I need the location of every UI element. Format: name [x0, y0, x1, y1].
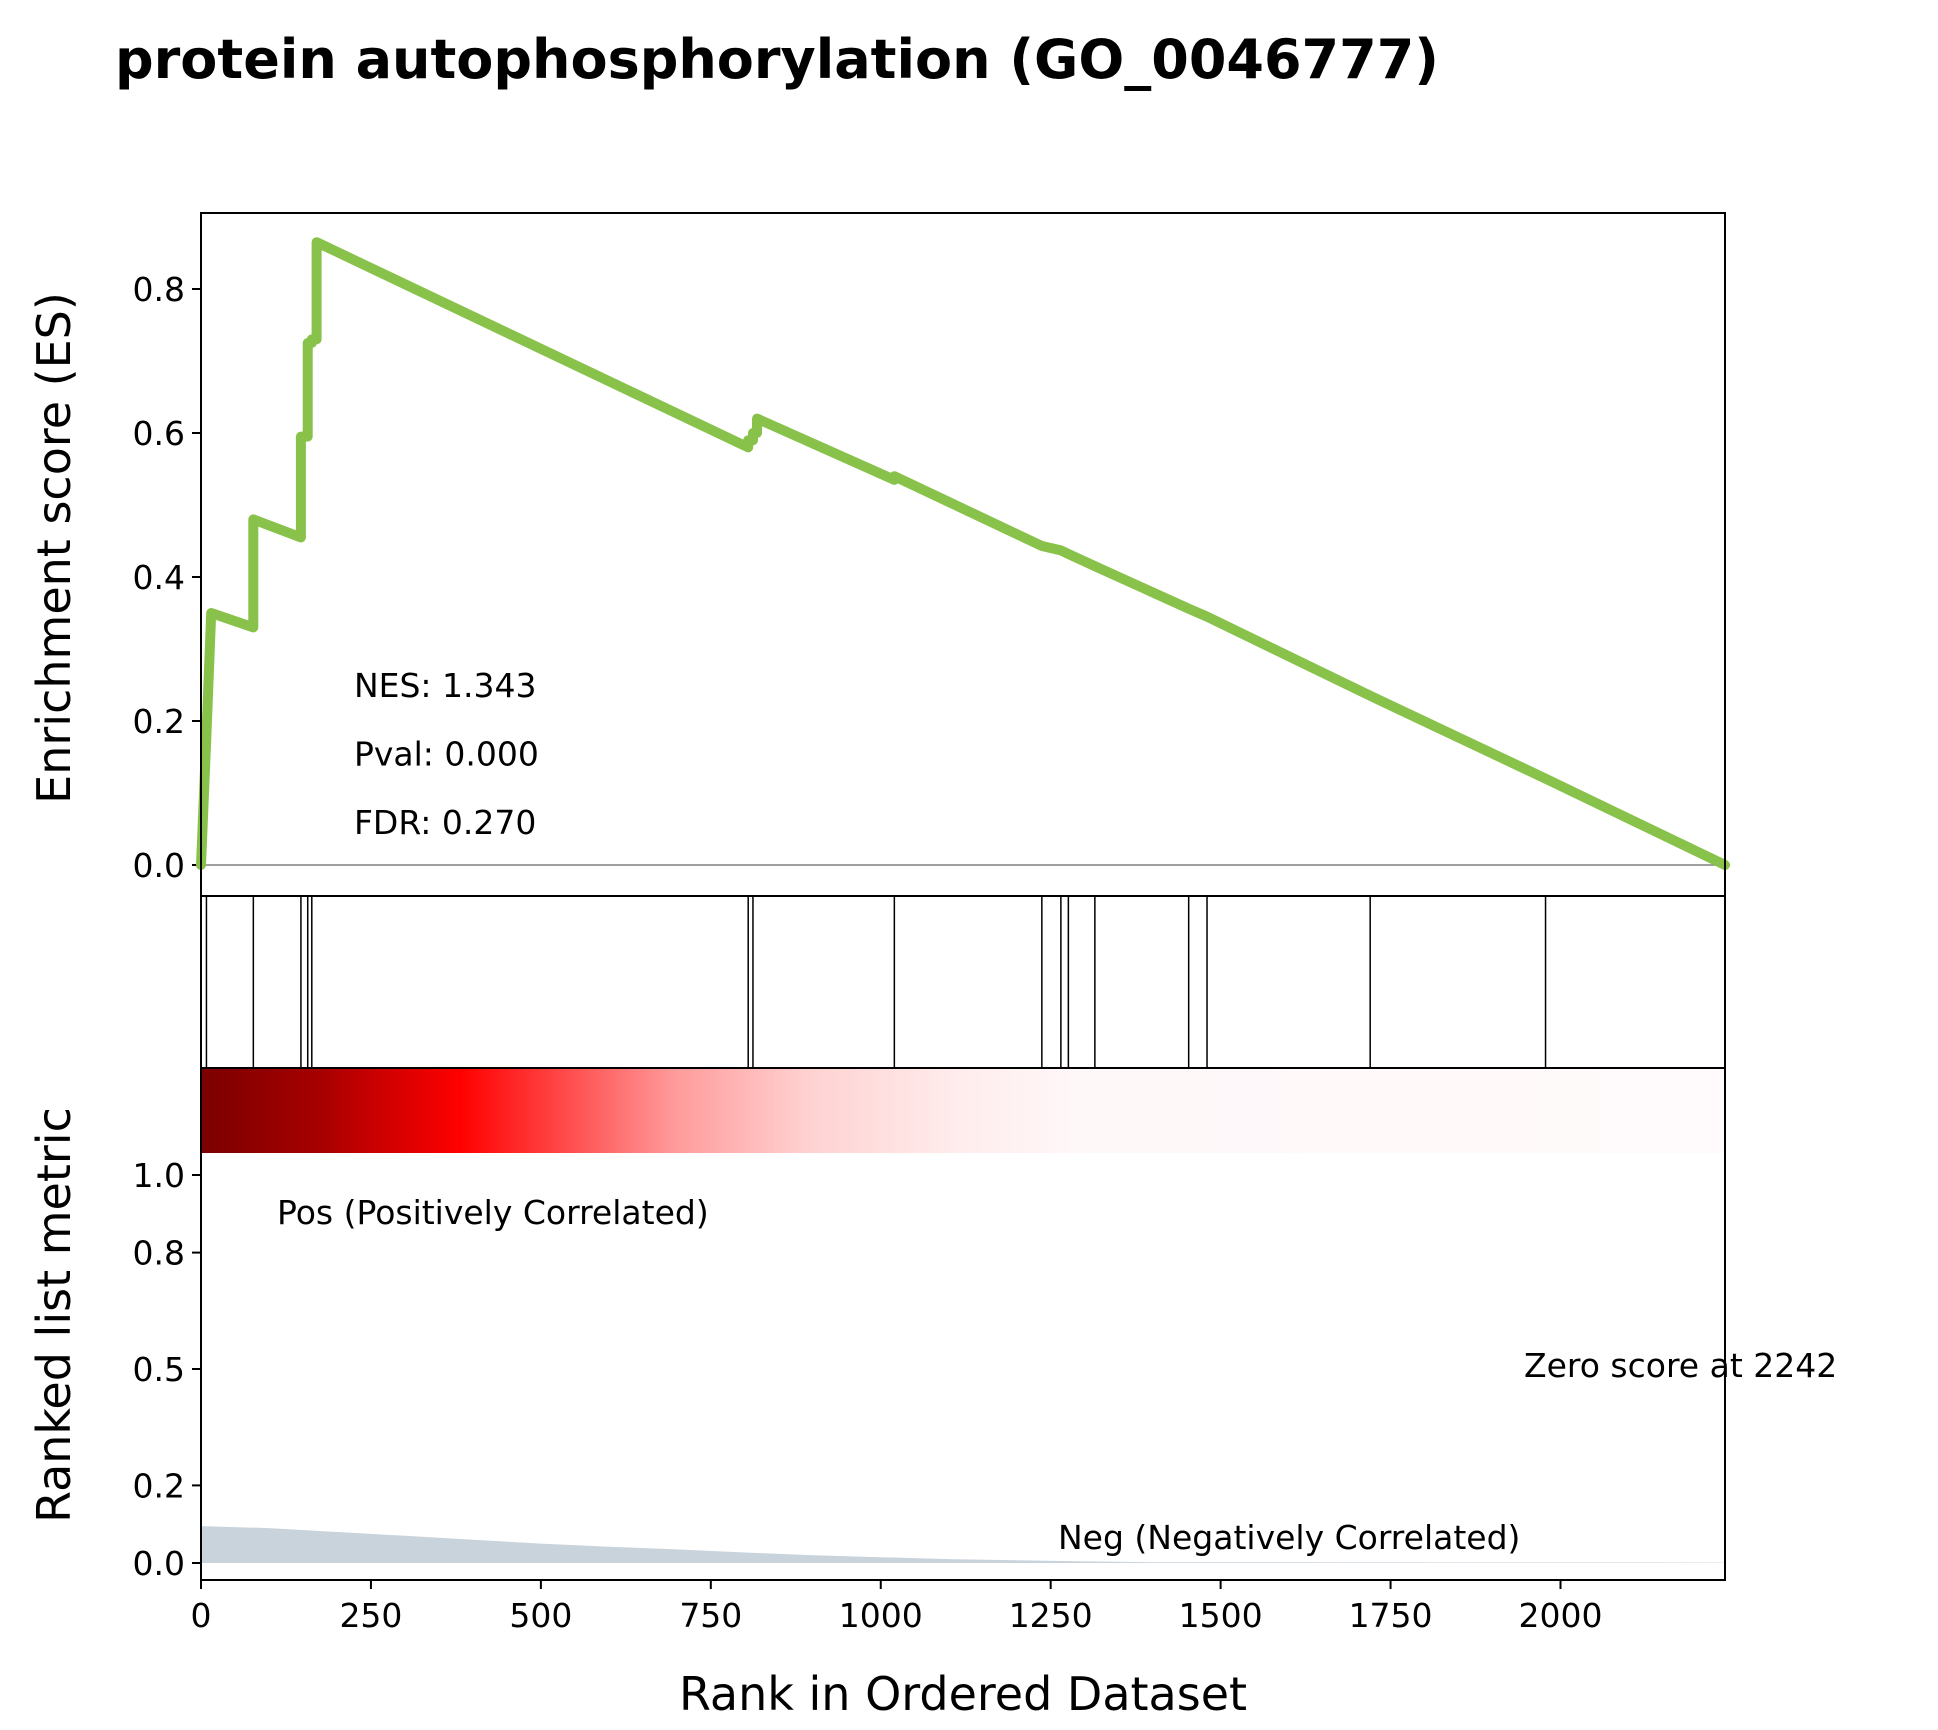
- es-y-tick-label: 0.4: [133, 558, 185, 597]
- rank-y-tick-label: 0.0: [133, 1544, 185, 1583]
- es-panel-frame: [200, 212, 1726, 897]
- x-tick-label: 500: [509, 1596, 572, 1635]
- es-curve: [196, 237, 1730, 870]
- es-y-axis-label: Enrichment score (ES): [27, 292, 81, 804]
- fdr-stat: FDR: 0.270: [354, 803, 536, 842]
- es-y-tick-label: 0.6: [133, 414, 185, 453]
- rank-y-tick-label: 1.0: [133, 1156, 185, 1195]
- ranked-metric-panel: 0.0 0.2 0.5 0.8 1.0 Pos (Positively Correlat…: [27, 1067, 1837, 1583]
- es-y-tick-label: 0.0: [133, 846, 185, 885]
- rank-y-tick-label: 0.5: [133, 1350, 185, 1389]
- x-tick-label: 250: [339, 1596, 402, 1635]
- x-axis-label: Rank in Ordered Dataset: [679, 1667, 1247, 1721]
- nes-stat: NES: 1.343: [354, 666, 537, 705]
- gene-hits-panel: [200, 895, 1726, 1069]
- pval-stat: Pval: 0.000: [354, 734, 539, 773]
- rank-y-axis-label: Ranked list metric: [27, 1107, 81, 1523]
- es-y-tick-label: 0.2: [133, 702, 185, 741]
- x-tick-label: 2000: [1519, 1596, 1603, 1635]
- x-tick-label: 1250: [1009, 1596, 1093, 1635]
- x-tick-label: 750: [679, 1596, 742, 1635]
- zero-score-label: Zero score at 2242: [1524, 1346, 1837, 1385]
- enrichment-score-panel: 0.0 0.2 0.4 0.6 0.8 NES: 1.343 Pval: 0.000 F…: [27, 212, 1730, 897]
- x-tick-label: 1750: [1349, 1596, 1433, 1635]
- es-y-tick-label: 0.8: [133, 270, 185, 309]
- correlation-heat-bar: [201, 1068, 1725, 1153]
- negative-correlation-label: Neg (Negatively Correlated): [1058, 1518, 1520, 1557]
- x-tick-label: 0: [191, 1596, 212, 1635]
- rank-y-tick-label: 0.8: [133, 1234, 185, 1273]
- hits-panel-frame: [200, 895, 1726, 1069]
- chart-title: protein autophosphorylation (GO_0046777): [115, 28, 1439, 91]
- rank-y-tick-label: 0.2: [133, 1466, 185, 1505]
- x-tick-label: 1500: [1179, 1596, 1263, 1635]
- x-tick-label: 1000: [839, 1596, 923, 1635]
- positive-correlation-label: Pos (Positively Correlated): [277, 1193, 709, 1232]
- rank-panel-frame: [200, 1067, 1726, 1581]
- metric-area: [201, 1526, 1725, 1563]
